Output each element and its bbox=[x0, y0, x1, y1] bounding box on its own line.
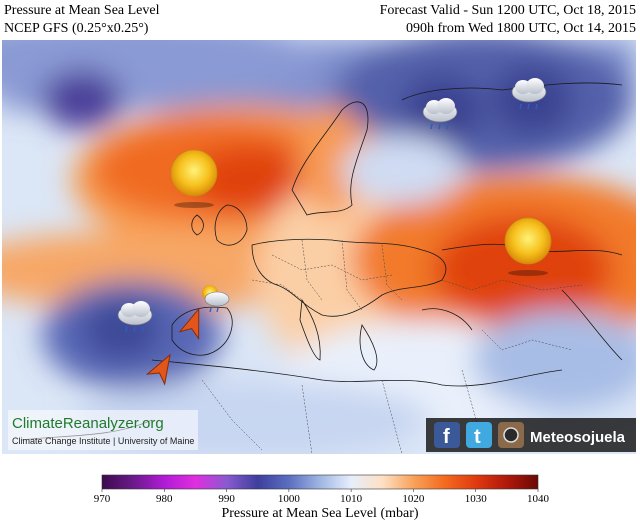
svg-text:f: f bbox=[443, 426, 450, 448]
cloud-rain-icon bbox=[117, 301, 153, 333]
map-canvas: ClimateReanalyzer.org Climate Change Ins… bbox=[2, 40, 636, 454]
colorbar-gradient bbox=[101, 474, 539, 490]
branding-backdrop bbox=[8, 410, 198, 450]
social-name: Meteosojuela bbox=[530, 429, 626, 446]
colorbar-tick-label: 1000 bbox=[278, 493, 301, 505]
cloud-rain-icon bbox=[422, 98, 458, 130]
forecast-valid-label: Forecast Valid - Sun 1200 UTC, Oct 18, 2… bbox=[379, 3, 636, 18]
colorbar-tick-label: 1030 bbox=[465, 493, 488, 505]
facebook-icon[interactable] bbox=[434, 422, 460, 448]
sun-cloud-icon bbox=[202, 285, 230, 313]
model-label: NCEP GFS (0.25°x0.25°) bbox=[4, 21, 149, 36]
sun-icon bbox=[170, 149, 218, 208]
svg-text:t: t bbox=[474, 426, 481, 448]
forecast-init-label: 090h from Wed 1800 UTC, Oct 14, 2015 bbox=[406, 21, 636, 36]
colorbar-tick-label: 1020 bbox=[402, 493, 425, 505]
social-bar: f t Meteosojuela bbox=[426, 418, 636, 452]
cloud-rain-icon bbox=[511, 78, 547, 110]
colorbar-tick-label: 990 bbox=[218, 493, 235, 505]
colorbar: 970 980 990 1000 1010 1020 1030 1040 bbox=[94, 474, 550, 505]
arrow-up-icon bbox=[145, 353, 171, 386]
colorbar-tick-label: 1040 bbox=[527, 493, 550, 505]
twitter-icon[interactable] bbox=[466, 422, 492, 448]
colorbar-tick-label: 1010 bbox=[340, 493, 363, 505]
pressure-map: ClimateReanalyzer.org Climate Change Ins… bbox=[2, 40, 636, 454]
borders bbox=[201, 239, 583, 454]
site-subtitle: Climate Change Institute | University of… bbox=[12, 436, 194, 446]
page-title: Pressure at Mean Sea Level bbox=[4, 3, 160, 18]
site-name: ClimateReanalyzer.org bbox=[12, 415, 164, 432]
colorbar-tick-label: 980 bbox=[156, 493, 173, 505]
arrow-up-icon bbox=[178, 307, 200, 341]
colorbar-tick-label: 970 bbox=[94, 493, 111, 505]
colorbar-label: Pressure at Mean Sea Level (mbar) bbox=[221, 506, 419, 521]
sun-icon bbox=[504, 217, 552, 276]
